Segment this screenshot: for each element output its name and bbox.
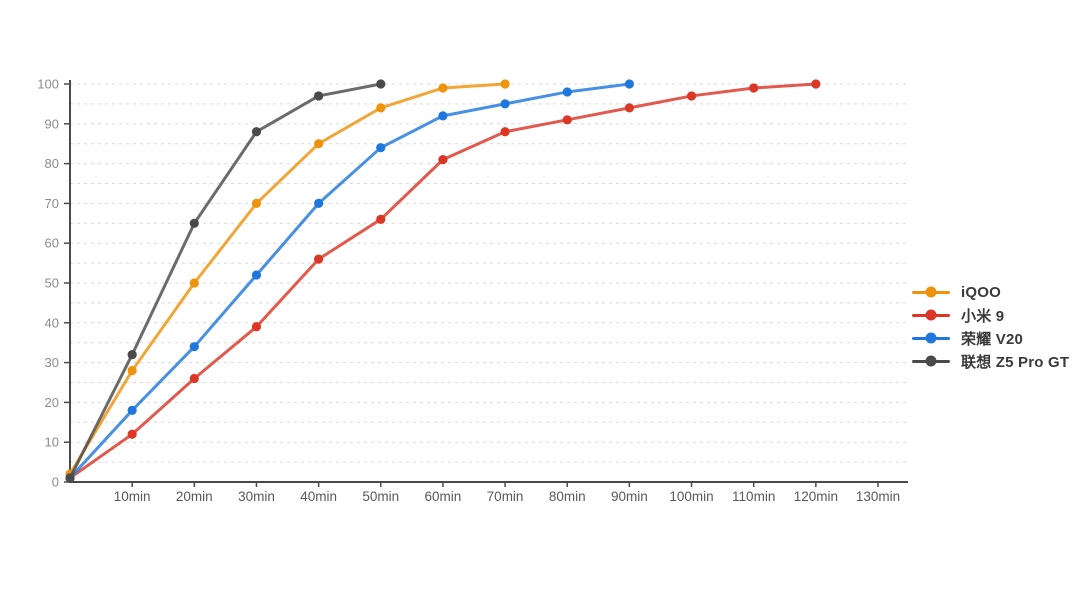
legend-dot-icon [925, 286, 937, 298]
data-point [562, 87, 572, 97]
legend-dot-icon [925, 355, 937, 367]
legend-label: 荣耀 V20 [961, 330, 1024, 348]
data-point [65, 473, 75, 483]
data-point [127, 350, 137, 360]
legend-dot-icon [925, 332, 937, 344]
data-point [376, 79, 386, 89]
y-tick-label: 60 [45, 236, 59, 251]
y-tick-label: 80 [45, 156, 59, 171]
y-tick-label: 90 [45, 116, 59, 131]
series-小米 9 [65, 79, 821, 483]
series-iQOO [65, 79, 510, 479]
data-point [189, 278, 199, 288]
data-point [251, 127, 262, 137]
legend-label: 小米 9 [961, 307, 1005, 325]
x-tick-label: 50min [362, 489, 399, 504]
legend-item: iQOO [912, 283, 1069, 301]
legend-item: 荣耀 V20 [912, 330, 1069, 348]
x-tick-label: 130min [856, 489, 900, 504]
legend-line-marker-icon [912, 332, 950, 344]
x-tick-label: 90min [611, 489, 648, 504]
data-point [686, 91, 697, 101]
y-tick-label: 30 [45, 355, 59, 370]
axes [69, 80, 908, 483]
series-line [68, 82, 818, 480]
x-tick-label: 20min [176, 489, 213, 504]
legend-item: 小米 9 [912, 307, 1069, 325]
data-point [189, 342, 199, 352]
data-point [314, 198, 324, 208]
data-point [624, 103, 634, 113]
legend-line-marker-icon [912, 309, 950, 321]
x-tick-label: 100min [669, 489, 713, 504]
x-tick-label: 80min [549, 489, 586, 504]
y-tick-label: 100 [37, 77, 59, 92]
y-tick-label: 20 [45, 395, 59, 410]
data-point [438, 155, 448, 165]
data-point [500, 79, 510, 89]
legend-label: iQOO [961, 283, 1001, 301]
data-point [314, 91, 324, 101]
x-tick-label: 60min [425, 489, 462, 504]
x-tick-label: 70min [487, 489, 524, 504]
data-point [127, 405, 137, 415]
data-point [189, 218, 199, 228]
data-point [438, 83, 448, 93]
data-point [500, 99, 510, 109]
gridlines [70, 83, 908, 463]
legend-line-marker-icon [912, 286, 950, 298]
data-point [749, 83, 759, 93]
data-point [376, 214, 386, 224]
data-point [189, 373, 199, 384]
x-tick-label: 40min [300, 489, 337, 504]
series-联想 Z5 Pro GT [65, 79, 386, 483]
y-tick-label: 70 [45, 196, 59, 211]
y-tick-label: 10 [45, 435, 59, 450]
data-point [314, 254, 324, 264]
legend-label: 联想 Z5 Pro GT [961, 353, 1070, 371]
data-point [314, 139, 324, 149]
x-tick-label: 120min [794, 489, 838, 504]
legend-line-marker-icon [912, 355, 950, 367]
data-point [562, 115, 572, 125]
data-point [251, 270, 262, 280]
data-point [376, 143, 386, 153]
data-point [438, 111, 448, 121]
data-point [127, 365, 137, 376]
data-point [500, 127, 510, 137]
y-tick-label: 40 [45, 315, 59, 330]
x-tick-group: 10min 20min 30min 40min 50min 60min 70min 80min… [114, 482, 900, 504]
x-tick-label: 110min [732, 489, 775, 504]
data-point [811, 79, 821, 89]
y-tick-label: 0 [52, 475, 59, 490]
data-point [251, 322, 262, 332]
data-point [624, 79, 634, 89]
legend-dot-icon [925, 309, 937, 321]
y-tick-group: 0 10 20 30 40 50 60 70 80 90 100 [37, 77, 70, 490]
data-point [251, 198, 262, 208]
data-point [376, 103, 386, 113]
legend: iQOO 小米 9 荣耀 V20 联想 Z5 Pro GT [912, 283, 1070, 371]
series-line [68, 82, 631, 480]
y-tick-label: 50 [45, 276, 59, 291]
x-tick-label: 10min [114, 489, 151, 504]
series-line [68, 82, 383, 480]
legend-item: 联想 Z5 Pro GT [912, 353, 1070, 371]
x-tick-label: 30min [238, 489, 275, 504]
series-line [68, 82, 507, 476]
data-point [127, 429, 137, 439]
